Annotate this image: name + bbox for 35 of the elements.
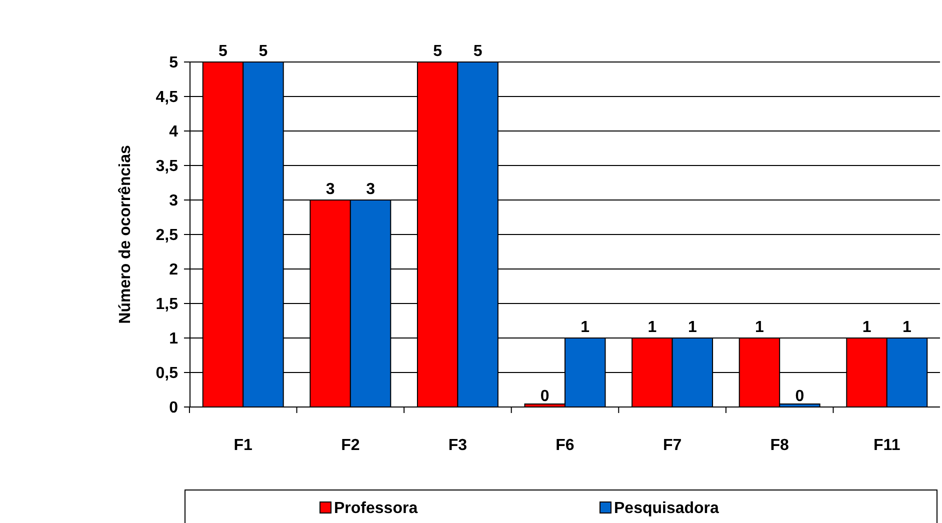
y-tick-label: 3 <box>169 192 178 210</box>
x-tick-label: F11 <box>874 437 900 454</box>
legend-label: Pesquisadora <box>614 500 720 517</box>
y-tick-label: 0,5 <box>156 365 178 382</box>
y-tick-label: 2 <box>169 262 178 279</box>
data-label: 1 <box>902 319 912 336</box>
x-tick-label: F8 <box>770 437 790 454</box>
x-tick-label: F7 <box>662 437 682 454</box>
data-label: 3 <box>326 181 335 198</box>
y-tick-label: 4 <box>169 124 178 141</box>
data-label: 5 <box>218 43 228 60</box>
data-label: 0 <box>795 388 804 405</box>
y-tick-label: 0 <box>169 400 178 417</box>
y-tick-label: 4,5 <box>156 89 178 106</box>
data-label: 0 <box>540 388 550 405</box>
data-label: 3 <box>366 181 376 198</box>
data-label: 1 <box>688 319 697 336</box>
data-label: 5 <box>473 43 482 60</box>
x-tick-label: F2 <box>341 437 360 454</box>
x-tick-label: F3 <box>448 437 468 454</box>
y-axis-title: Número de ocorrências <box>117 145 134 324</box>
y-tick-label: 2,5 <box>156 227 178 244</box>
data-label: 5 <box>433 43 442 60</box>
y-tick-label: 5 <box>169 54 178 72</box>
data-label: 1 <box>862 319 872 336</box>
data-label: 1 <box>648 319 657 336</box>
x-tick-label: F6 <box>556 437 574 454</box>
data-label: 5 <box>258 43 268 60</box>
data-label: 1 <box>755 319 764 336</box>
y-tick-label: 3,5 <box>156 158 178 176</box>
y-tick-label: 1 <box>169 330 178 348</box>
x-tick-label: F1 <box>234 437 253 454</box>
legend-label: Professora <box>334 500 418 517</box>
data-label: 1 <box>580 319 590 336</box>
y-tick-label: 1,5 <box>156 296 178 314</box>
